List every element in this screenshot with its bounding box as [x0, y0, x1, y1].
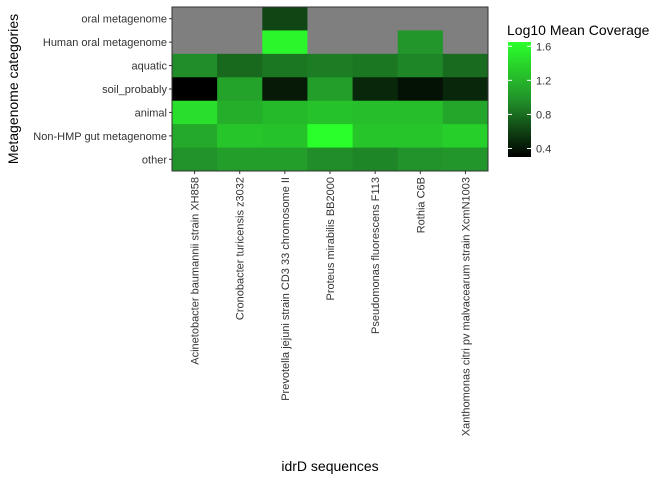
heatmap-cell-oral-metagenome-6 [397, 7, 444, 31]
heatmap-cell-soil-probably-2 [217, 77, 263, 102]
heatmap-cell-other-4 [307, 147, 354, 172]
x-tick-label: Prevotella jejuni strain CD3 33 chromoso… [280, 177, 292, 401]
x-tick-label: Pseudomonas fluorescens F113 [370, 177, 382, 334]
heatmap-cell-other-3 [262, 147, 308, 172]
heatmap-cell-animal-3 [262, 100, 308, 125]
heatmap-cell-soil-probably-4 [307, 77, 354, 102]
y-tick-label: Human oral metagenome [43, 37, 167, 49]
heatmap-cell-oral-metagenome-7 [442, 7, 489, 31]
heatmap-cell-human-oral-metagenome-6 [397, 30, 444, 55]
legend-title: Log10 Mean Coverage [507, 22, 650, 38]
heatmap-cell-animal-5 [352, 100, 399, 125]
heatmap-cell-other-6 [397, 147, 444, 172]
heatmap-cell-aquatic-3 [262, 53, 308, 78]
heatmap-cell-oral-metagenome-5 [352, 7, 399, 31]
heatmap-cell-animal-2 [217, 100, 263, 125]
legend-tick-label: 1.6 [536, 41, 551, 53]
y-axis-title: Metagenome categories [5, 14, 21, 164]
heatmap-cell-non-hmp-gut-metagenome-1 [172, 124, 218, 149]
heatmap-cell-animal-6 [397, 100, 444, 125]
heatmap-cell-aquatic-7 [442, 53, 489, 78]
heatmap-cell-soil-probably-6 [397, 77, 444, 102]
legend-colorbar [508, 42, 531, 157]
x-tick-label: Rothia C6B [415, 177, 427, 233]
heatmap-cell-other-2 [217, 147, 263, 172]
y-tick-label: other [142, 154, 167, 166]
heatmap-cell-other-1 [172, 147, 218, 172]
heatmap-cell-human-oral-metagenome-7 [442, 30, 489, 55]
heatmap-cell-soil-probably-1 [172, 77, 218, 102]
heatmap-cell-aquatic-2 [217, 53, 263, 78]
heatmap-cell-aquatic-4 [307, 53, 354, 78]
x-tick-label: Acinetobacter baumannii strain XH858 [190, 177, 202, 365]
heatmap-cell-aquatic-6 [397, 53, 444, 78]
heatmap-cell-aquatic-1 [172, 53, 218, 78]
heatmap-cell-other-5 [352, 147, 399, 172]
color-legend: Log10 Mean Coverage 0.4 0.8 1.2 1.6 [507, 22, 650, 157]
heatmap-cell-oral-metagenome-3 [262, 7, 308, 31]
heatmap-cell-oral-metagenome-4 [307, 7, 354, 31]
legend-ticks: 0.4 0.8 1.2 1.6 [508, 41, 551, 155]
heatmap-cell-non-hmp-gut-metagenome-6 [397, 124, 444, 149]
y-tick-label: oral metagenome [81, 14, 167, 26]
heatmap-cell-non-hmp-gut-metagenome-4 [307, 124, 354, 149]
heatmap-cell-human-oral-metagenome-5 [352, 30, 399, 55]
heatmap-cell-oral-metagenome-2 [217, 7, 263, 31]
x-axis-title: idrD sequences [281, 458, 378, 474]
heatmap-cell-animal-1 [172, 100, 218, 125]
heatmap-cell-soil-probably-5 [352, 77, 399, 102]
x-tick-label: Cronobacter turicensis z3032 [235, 177, 247, 320]
heatmap-cell-oral-metagenome-1 [172, 7, 218, 31]
legend-tick-label: 0.8 [536, 109, 551, 121]
x-axis-ticks: Acinetobacter baumannii strain XH858 Cron… [190, 171, 472, 436]
heatmap-cell-animal-7 [442, 100, 489, 125]
heatmap-cell-non-hmp-gut-metagenome-2 [217, 124, 263, 149]
y-tick-label: aquatic [132, 61, 168, 73]
heatmap-cell-soil-probably-7 [442, 77, 489, 102]
y-axis-ticks: oral metagenome Human oral metagenome aqua… [33, 14, 172, 166]
heatmap-cell-human-oral-metagenome-3 [262, 30, 308, 55]
legend-tick-label: 1.2 [536, 75, 551, 87]
heatmap-cell-human-oral-metagenome-4 [307, 30, 354, 55]
x-tick-label: Xanthomonas citri pv malvacearum strain … [460, 177, 472, 436]
y-tick-label: soil_probably [102, 84, 167, 96]
y-tick-label: animal [135, 107, 167, 119]
heatmap-cell-aquatic-5 [352, 53, 399, 78]
heatmap-cell-non-hmp-gut-metagenome-3 [262, 124, 308, 149]
heatmap-cell-human-oral-metagenome-2 [217, 30, 263, 55]
x-tick-label: Proteus mirabilis BB2000 [325, 177, 337, 301]
heatmap-cell-non-hmp-gut-metagenome-5 [352, 124, 399, 149]
heatmap-cells [172, 7, 489, 172]
heatmap-cell-animal-4 [307, 100, 354, 125]
legend-tick-label: 0.4 [536, 143, 551, 155]
heatmap-cell-human-oral-metagenome-1 [172, 30, 218, 55]
heatmap-cell-non-hmp-gut-metagenome-7 [442, 124, 489, 149]
heatmap-cell-other-7 [442, 147, 489, 172]
heatmap-cell-soil-probably-3 [262, 77, 308, 102]
y-tick-label: Non-HMP gut metagenome [33, 131, 167, 143]
